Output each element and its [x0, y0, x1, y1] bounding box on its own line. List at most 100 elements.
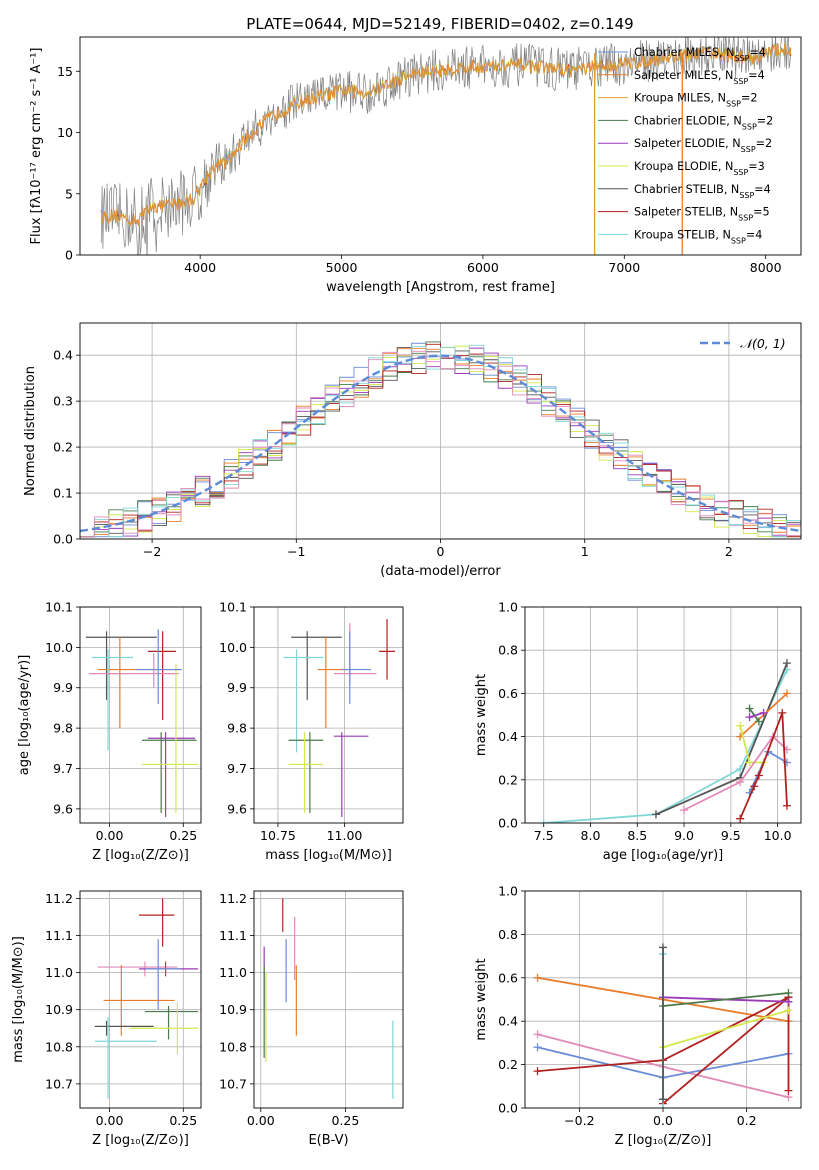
- age-vs-z-panel: 0.00 0.25 9.6 9.7 9.8 9.9 10.0 10.1 Z [log₁₀(Z/Z…: [17, 600, 202, 863]
- spectrum-ylabel: Flux [fλ10⁻¹⁷ erg cm⁻² s⁻¹ A⁻¹]: [29, 48, 44, 245]
- legend-entry: Chabrier STELIB, NSSP=4: [634, 183, 771, 200]
- massweight-vs-age-panel: 7.5 8.0 8.5 9.0 9.5 10.0 0.0 0.2 0.4 0.6 0.8 1.0 age…: [474, 600, 802, 863]
- residuals-ytick-label: 0.1: [53, 486, 73, 501]
- mass-vs-z-panel: 0.00 0.25 10.7 10.8 10.9 11.0 11.1 11.2 Z [log₁₀…: [11, 890, 202, 1148]
- mass-vs-z-grid: [80, 891, 201, 1108]
- spectrum-xlabel: wavelength [Angstrom, rest frame]: [326, 280, 555, 295]
- massweight-vs-age-ytick-label: 0.6: [498, 686, 518, 701]
- mass-vs-z-ytick-label: 10.9: [45, 1002, 73, 1017]
- weight-point-marker: [659, 943, 667, 952]
- residuals-panel: −2 −1 0 1 2 0.0 0.1 0.2 0.3 0.4 (data-model)/error…: [23, 322, 802, 579]
- weight-point-marker: [754, 717, 763, 726]
- spectrum-ytick-label: 10: [57, 125, 73, 140]
- spectrum-xtick-label: 6000: [467, 260, 499, 275]
- weight-point-marker: [782, 689, 791, 698]
- age-vs-z-xtick-label: 0.25: [169, 828, 197, 843]
- residuals-ylabel: Normed distribution: [23, 366, 38, 496]
- spectrum-model-line: [100, 43, 792, 228]
- massweight-vs-z-ytick-label: 0.4: [498, 1014, 518, 1029]
- legend-entry: Chabrier MILES, NSSP=4: [634, 46, 766, 63]
- weight-point-marker: [736, 814, 745, 823]
- mass-vs-z-frame: [79, 890, 202, 1109]
- massweight-vs-age-frame: [524, 606, 802, 824]
- weight-point-marker: [750, 782, 759, 791]
- age-vs-mass-frame: [253, 606, 404, 824]
- mass-vs-z-ylabel: mass [log₁₀(M/M⊙)]: [11, 936, 26, 1063]
- weight-point-marker: [778, 708, 787, 717]
- massweight-vs-age-ytick-label: 0.0: [498, 816, 518, 831]
- age-vs-z-ytick-label: 10.0: [45, 640, 73, 655]
- residuals-xtick-label: 2: [725, 544, 733, 559]
- weight-point-marker: [782, 801, 791, 810]
- massweight-vs-age-ytick-label: 1.0: [498, 600, 518, 615]
- age-vs-mass-ytick-label: 9.8: [227, 721, 247, 736]
- weight-point-marker: [784, 1086, 793, 1095]
- weight-point-marker: [651, 810, 660, 819]
- spectrum-panel: 4000 5000 6000 7000 8000 0 5 10 15 wavelength [An…: [29, 36, 802, 295]
- weight-point-marker: [659, 1095, 667, 1104]
- massweight-vs-z-xtick-label: 0.0: [653, 1113, 673, 1128]
- weight-point-marker: [736, 721, 745, 730]
- massweight-vs-z-ytick-label: 0.6: [498, 970, 518, 985]
- residuals-ytick-label: 0.4: [53, 348, 73, 363]
- age-vs-z-plot-area: [85, 629, 199, 817]
- mass-vs-ebv-ytick-label: 10.9: [219, 1002, 247, 1017]
- spectrum-frame: [79, 36, 802, 256]
- residuals-ytick-label: 0.2: [53, 440, 73, 455]
- residuals-ytick-label: 0.3: [53, 394, 73, 409]
- legend-entry: Kroupa STELIB, NSSP=4: [634, 228, 762, 245]
- massweight-vs-z-frame: [524, 890, 802, 1109]
- residuals-xtick-label: 0: [437, 544, 445, 559]
- weight-point-marker: [539, 819, 548, 823]
- weight-point-marker: [533, 1030, 542, 1039]
- legend-entry: Salpeter MILES, NSSP=4: [634, 69, 765, 86]
- normal-curve: [80, 354, 801, 533]
- massweight-vs-z-xlabel: Z [log₁₀(Z/Z⊙)]: [615, 1133, 712, 1148]
- mass-vs-ebv-frame: [253, 890, 404, 1109]
- weight-point-marker: [745, 713, 754, 722]
- weight-series-line: [662, 1009, 789, 1049]
- age-vs-mass-plot-area: [283, 619, 396, 817]
- weight-point-marker: [533, 1067, 542, 1076]
- age-vs-z-frame: [79, 606, 202, 824]
- age-vs-mass-ytick-label: 10.0: [219, 640, 247, 655]
- weight-point-marker: [745, 704, 754, 713]
- massweight-vs-age-ytick-label: 0.2: [498, 772, 518, 787]
- mass-vs-ebv-xlabel: E(B-V): [308, 1133, 348, 1148]
- spectrum-xtick-label: 8000: [750, 260, 782, 275]
- age-vs-mass-xtick-label: 10.75: [260, 828, 296, 843]
- weight-series-line: [749, 711, 764, 719]
- legend-entry: Salpeter STELIB, NSSP=5: [634, 206, 770, 223]
- spectrum-data-line: [100, 37, 792, 255]
- weight-point-marker: [782, 659, 791, 668]
- weight-point-marker: [759, 708, 768, 717]
- weight-series-line: [662, 996, 790, 1105]
- massweight-vs-z-ytick-label: 0.8: [498, 927, 518, 942]
- mass-vs-ebv-panel: 0.00 0.25 10.7 10.8 10.9 11.0 11.1 11.2 E(B-V): [219, 890, 404, 1148]
- age-vs-z-xtick-label: 0.00: [96, 828, 124, 843]
- weight-point-marker: [754, 771, 763, 780]
- mass-vs-z-ytick-label: 11.0: [45, 965, 73, 980]
- residuals-xtick-label: 1: [581, 544, 589, 559]
- mass-vs-ebv-ytick-label: 11.1: [219, 928, 247, 943]
- massweight-vs-age-plot-area: [539, 659, 791, 823]
- massweight-vs-age-xtick-label: 8.5: [627, 828, 647, 843]
- weight-point-marker: [533, 973, 542, 982]
- weight-point-marker: [533, 1043, 542, 1052]
- weight-point-marker: [784, 1006, 793, 1015]
- mass-vs-z-xtick-label: 0.00: [96, 1113, 124, 1128]
- weight-point-marker: [784, 997, 793, 1006]
- legend-entry: Kroupa ELODIE, NSSP=3: [634, 160, 765, 177]
- mass-vs-z-xtick-label: 0.25: [169, 1113, 197, 1128]
- weight-series-line: [543, 669, 788, 823]
- mass-vs-z-ytick-label: 10.7: [45, 1076, 73, 1091]
- age-vs-z-grid: [80, 606, 201, 823]
- massweight-vs-z-xtick-label: −0.2: [564, 1113, 594, 1128]
- spectrum-ytick-label: 15: [57, 64, 73, 79]
- age-vs-z-ytick-label: 9.8: [53, 721, 73, 736]
- spectrum-xtick-label: 7000: [608, 260, 640, 275]
- mass-vs-z-plot-area: [94, 898, 199, 1099]
- residuals-ytick-label: 0.0: [53, 532, 73, 547]
- residuals-frame: [79, 322, 802, 540]
- age-vs-mass-ytick-label: 9.7: [227, 761, 247, 776]
